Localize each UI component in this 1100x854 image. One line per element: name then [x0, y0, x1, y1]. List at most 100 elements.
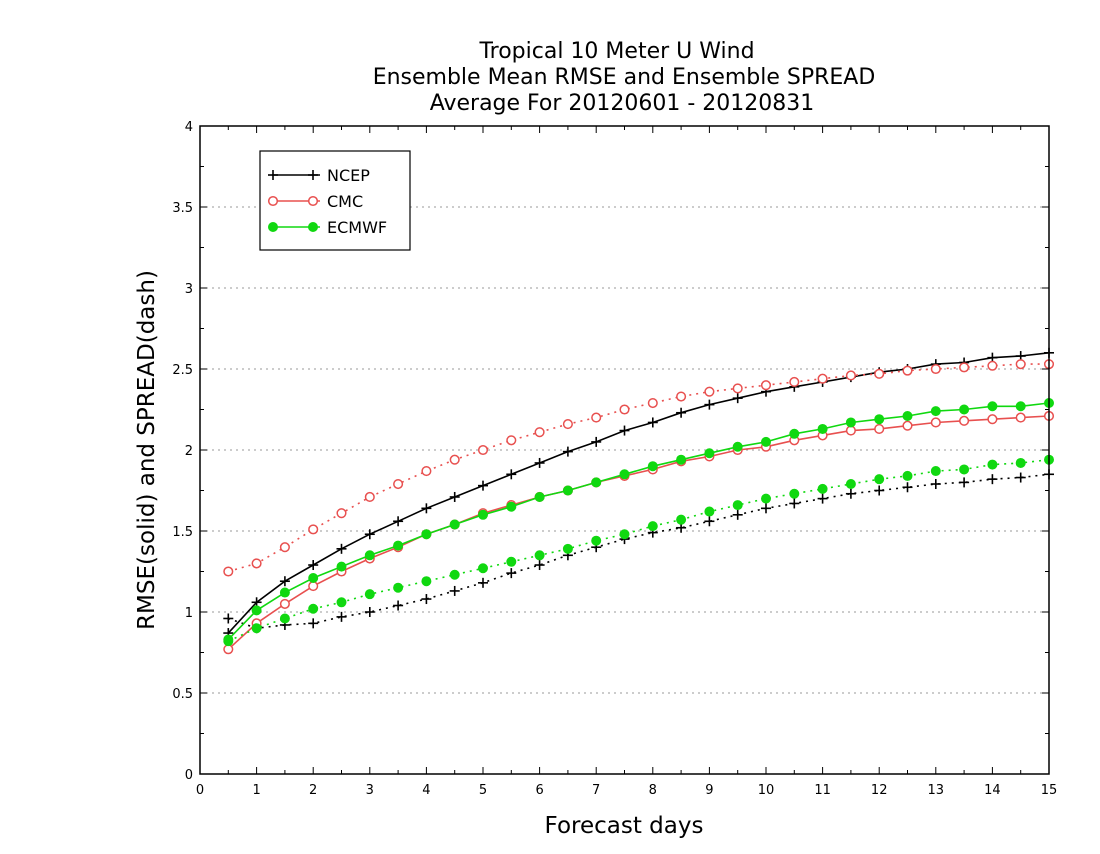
data-point-cmc-spread [930, 363, 941, 375]
x-tick-label: 7 [592, 783, 600, 798]
data-point-cmc-rmse [1015, 412, 1026, 423]
y-tick-label: 2.5 [172, 363, 193, 378]
data-point-ncep-spread [845, 488, 856, 499]
data-point-ecmwf-spread [421, 576, 432, 587]
legend-marker [307, 195, 319, 207]
x-tick-label: 10 [758, 783, 775, 798]
series-ecmwf-rmse [223, 398, 1054, 645]
data-point-ecmwf-rmse [619, 469, 630, 480]
legend-marker [308, 222, 318, 232]
x-tick-label: 3 [366, 783, 374, 798]
data-point-cmc-spread [251, 558, 262, 569]
data-point-ecmwf-spread [845, 479, 856, 490]
data-point-ecmwf-spread [534, 550, 545, 561]
data-point-ncep-spread [421, 594, 432, 605]
data-point-ecmwf-rmse [817, 423, 828, 434]
data-point-cmc-spread [534, 427, 545, 438]
data-point-cmc-rmse [959, 415, 970, 426]
data-point-cmc-spread [987, 360, 998, 371]
data-point-ecmwf-rmse [930, 406, 941, 417]
x-tick-label: 9 [705, 783, 713, 798]
data-point-ecmwf-rmse [1015, 401, 1026, 412]
data-point-ecmwf-spread [789, 488, 800, 499]
data-point-ecmwf-spread [959, 464, 970, 475]
data-point-ecmwf-spread [732, 500, 743, 511]
chart-title-line-3: Average For 20120601 - 20120831 [430, 91, 815, 116]
data-point-cmc-spread [308, 524, 319, 535]
data-point-cmc-spread [421, 466, 432, 477]
legend-marker [268, 170, 278, 180]
data-point-cmc-spread [845, 370, 856, 381]
data-point-ncep-spread [987, 474, 998, 485]
data-point-cmc-spread [902, 365, 913, 376]
data-point-ecmwf-rmse [393, 540, 404, 551]
data-point-cmc-spread [223, 566, 234, 577]
data-point-ncep-spread [1015, 472, 1026, 483]
series-line-ncep-rmse [227, 352, 1050, 634]
data-point-ncep-rmse [364, 529, 375, 540]
data-point-ncep-rmse [732, 393, 743, 404]
data-point-ecmwf-rmse [987, 401, 998, 412]
data-point-ecmwf-rmse [761, 436, 771, 447]
x-tick-label: 12 [871, 783, 888, 798]
data-point-cmc-spread [336, 508, 347, 519]
x-tick-label: 0 [196, 783, 204, 798]
series-line-ecmwf-rmse [227, 402, 1050, 641]
data-point-cmc-spread [732, 383, 743, 394]
data-point-cmc-spread [1015, 359, 1026, 370]
data-point-ncep-spread [817, 493, 828, 504]
data-point-ncep-spread [336, 611, 347, 622]
data-point-cmc-spread [506, 435, 517, 446]
data-point-ncep-spread [789, 498, 800, 509]
data-point-ncep-spread [393, 600, 404, 611]
data-point-cmc-spread [789, 376, 800, 388]
x-tick-label: 1 [252, 783, 260, 798]
data-point-ncep-spread [449, 585, 460, 596]
data-point-ecmwf-rmse [308, 572, 319, 583]
data-point-cmc-rmse [930, 417, 941, 428]
data-point-ncep-rmse [534, 457, 545, 468]
data-point-ncep-rmse [704, 399, 715, 410]
data-point-ecmwf-spread [676, 514, 687, 525]
data-point-cmc-spread [760, 380, 772, 391]
x-tick-label: 2 [309, 783, 317, 798]
data-point-ncep-rmse [647, 417, 658, 428]
series-ecmwf-spread [223, 454, 1054, 647]
data-point-ncep-rmse [562, 446, 573, 457]
y-tick-label: 1 [185, 606, 193, 621]
series-line-ecmwf-spread [227, 458, 1050, 642]
data-point-ecmwf-spread [506, 556, 517, 567]
data-point-ncep-spread [902, 482, 913, 493]
data-point-ecmwf-spread [704, 506, 715, 517]
data-point-cmc-spread [591, 412, 602, 423]
data-point-cmc-rmse [987, 414, 998, 425]
data-point-ecmwf-rmse [874, 414, 885, 425]
y-tick-label: 0.5 [172, 687, 193, 702]
legend-item-cmc: CMC [267, 192, 363, 211]
y-tick-label: 4 [185, 120, 193, 135]
data-point-cmc-rmse [308, 581, 319, 592]
y-tick-label: 3.5 [172, 201, 193, 216]
chart-title-line-2: Ensemble Mean RMSE and Ensemble SPREAD [373, 65, 876, 90]
data-point-ecmwf-rmse [534, 491, 545, 502]
data-point-ecmwf-spread [308, 603, 319, 614]
legend-marker [268, 222, 278, 232]
data-point-cmc-spread [393, 478, 404, 490]
data-point-cmc-rmse [279, 598, 290, 609]
data-point-cmc-rmse [874, 423, 885, 434]
data-point-cmc-spread [477, 444, 489, 456]
data-point-ecmwf-spread [449, 569, 460, 580]
series-ncep-spread [223, 469, 1054, 634]
data-point-ncep-rmse [619, 425, 630, 436]
data-point-cmc-rmse [223, 644, 234, 655]
series-cmc-rmse [223, 410, 1055, 655]
data-point-ecmwf-spread [619, 529, 630, 540]
data-point-cmc-spread [676, 391, 687, 402]
data-point-ecmwf-rmse [647, 461, 658, 472]
x-axis-label: Forecast days [545, 813, 704, 839]
data-point-ecmwf-spread [647, 521, 658, 532]
legend-label: CMC [327, 192, 363, 211]
data-point-ecmwf-spread [279, 613, 290, 624]
data-point-ncep-rmse [336, 543, 347, 554]
